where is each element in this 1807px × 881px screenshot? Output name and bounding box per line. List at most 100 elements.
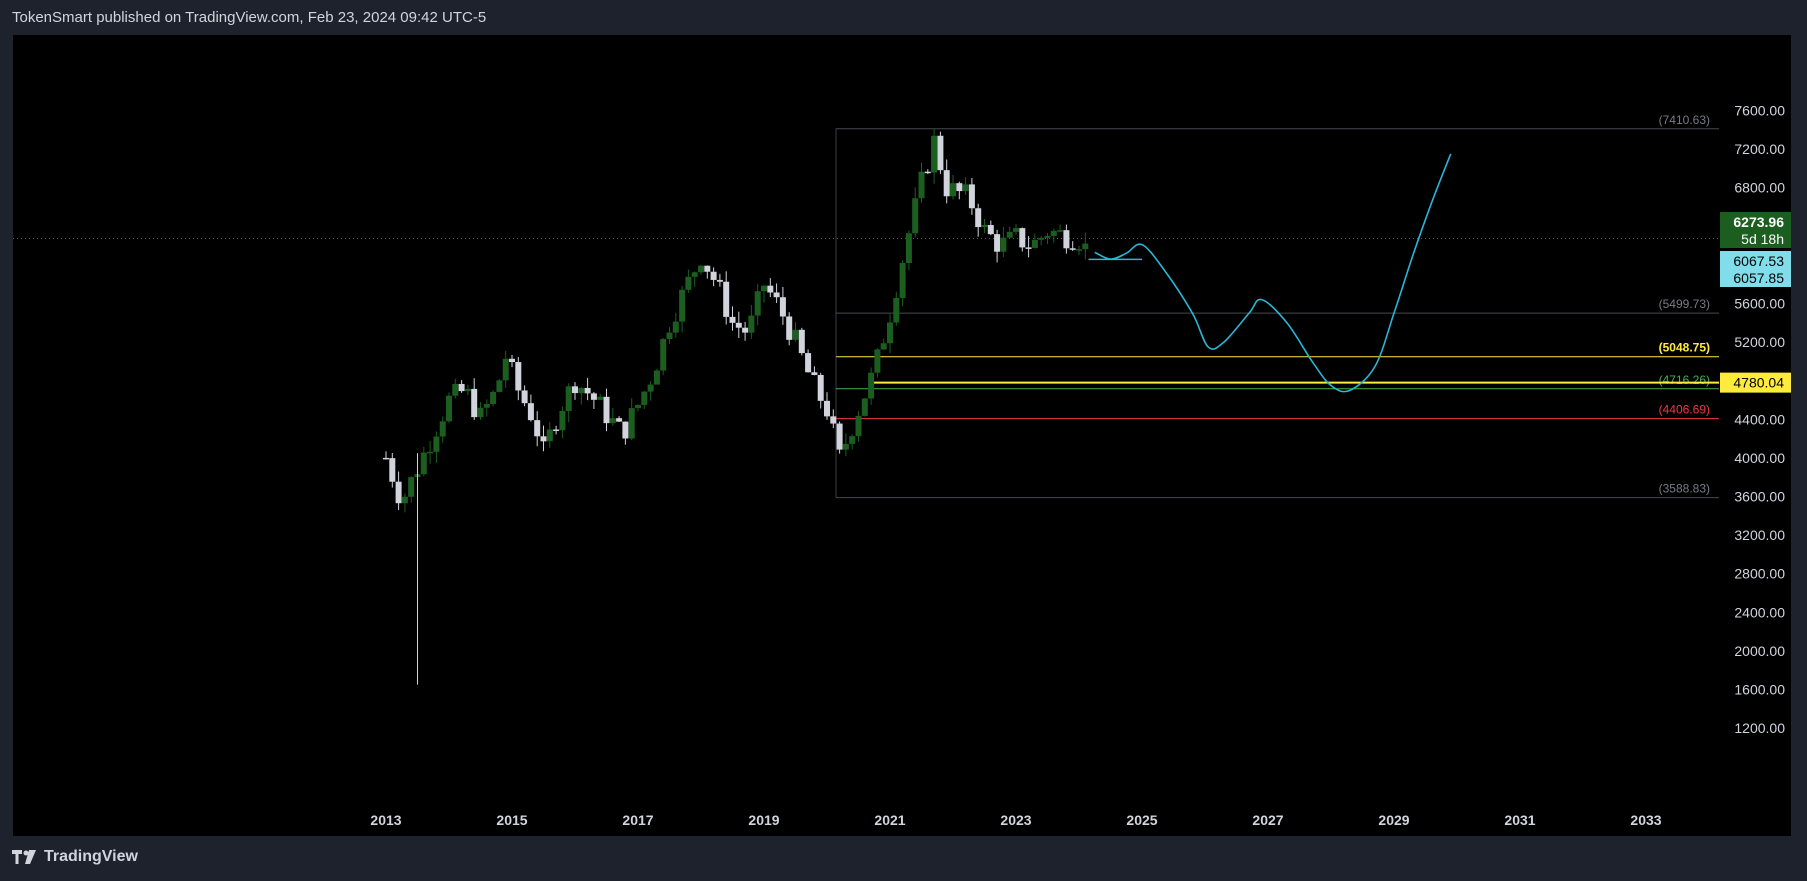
level-label: (5048.75) (1659, 341, 1710, 355)
y-axis-tick: 7200.00 (1734, 141, 1785, 157)
candle-body (685, 276, 692, 290)
candle-body (1063, 230, 1070, 249)
y-axis-tick: 2400.00 (1734, 604, 1785, 620)
candle-body (748, 315, 755, 333)
candle-body (855, 415, 862, 437)
candle-body (672, 321, 679, 333)
last-price-label (1720, 212, 1791, 248)
tradingview-brand[interactable]: TradingView (12, 848, 138, 866)
price-chart[interactable]: (7410.63) (5499.73) (5048.75) (4716.26) (440… (13, 35, 1791, 836)
candle-body (515, 362, 522, 391)
candle-body (805, 353, 812, 373)
candle-body (446, 395, 452, 422)
level-label: (4716.26) (1659, 373, 1710, 387)
candle-body (754, 291, 761, 316)
candle-body (521, 390, 528, 404)
candle-body (868, 372, 875, 399)
candle-body (679, 289, 686, 322)
candle-body (817, 374, 824, 401)
candle-body (698, 265, 704, 273)
candle-body (874, 349, 881, 373)
y-axis-tick: 3200.00 (1734, 527, 1785, 543)
x-axis-tick: 2021 (874, 812, 905, 828)
x-axis-tick: 2031 (1504, 812, 1535, 828)
candle-body (553, 429, 560, 431)
candle-body (918, 171, 925, 199)
y-axis-tick: 4000.00 (1734, 450, 1785, 466)
candle-body (1000, 237, 1007, 252)
candle-body (962, 184, 969, 192)
highlight-price-label (1720, 372, 1791, 393)
candle-body (1082, 243, 1089, 250)
candle-body (666, 332, 673, 339)
marker-price-label-text: 6067.53 (1733, 253, 1784, 269)
level-label: (5499.73) (1659, 297, 1710, 311)
candle-body (842, 443, 849, 450)
candle-body (660, 338, 667, 371)
candle-body (691, 272, 698, 277)
candle-body (439, 421, 446, 437)
chart-panel[interactable]: (7410.63) (5499.73) (5048.75) (4716.26) (440… (13, 35, 1791, 836)
y-axis-tick: 7600.00 (1734, 103, 1785, 119)
candle-body (464, 388, 471, 392)
candle-body (653, 370, 660, 385)
marker-price-label-text: 6057.85 (1733, 270, 1784, 286)
candle-body (458, 383, 465, 392)
candle-body (471, 388, 478, 418)
candle-body (943, 170, 950, 197)
candle-body (408, 477, 415, 497)
x-axis-tick: 2027 (1252, 812, 1283, 828)
projection-curve (1094, 153, 1452, 393)
candle-body (773, 292, 780, 298)
candle-body (559, 411, 566, 431)
x-axis-tick: 2013 (370, 812, 401, 828)
last-price-label-text: 5d 18h (1741, 231, 1784, 247)
candle-body (861, 398, 868, 416)
candle-body (477, 407, 484, 418)
candle-body (716, 279, 723, 282)
candle-body (956, 183, 963, 192)
candle-body (1057, 230, 1064, 232)
candle-body (609, 418, 616, 424)
candle-body (433, 436, 440, 452)
x-axis-tick: 2025 (1126, 812, 1157, 828)
candle-body (572, 386, 578, 394)
candle-body (937, 135, 944, 171)
candle-body (830, 416, 837, 424)
last-price-label-text: 6273.96 (1733, 214, 1784, 230)
candle-body (452, 383, 459, 396)
candle-body (647, 384, 654, 392)
x-axis-tick: 2019 (748, 812, 779, 828)
candle-body (628, 408, 635, 439)
candle-body (761, 285, 767, 292)
candle-body (987, 225, 994, 235)
candle-body (735, 322, 742, 328)
candle-body (546, 429, 553, 442)
candle-body (931, 135, 938, 173)
candle-body (590, 393, 597, 400)
candle-body (729, 316, 736, 323)
candle-body (603, 396, 610, 424)
candle-body (905, 233, 912, 263)
candle-body (1038, 237, 1045, 240)
candle-body (635, 404, 641, 409)
candle-body (975, 208, 982, 228)
x-axis-tick: 2023 (1000, 812, 1031, 828)
candle-body (1006, 231, 1013, 238)
candle-body (389, 458, 396, 482)
x-axis-tick: 2015 (496, 812, 527, 828)
candle-body (994, 234, 1001, 252)
y-axis-tick: 4400.00 (1734, 411, 1785, 427)
candle-body (880, 343, 887, 350)
x-axis-tick: 2029 (1378, 812, 1409, 828)
candle-body (483, 403, 490, 408)
candle-body (534, 420, 541, 437)
candle-body (849, 436, 856, 444)
candle-body (584, 387, 591, 394)
candle-body (899, 262, 906, 298)
candle-body (767, 285, 774, 293)
candle-body (836, 423, 843, 450)
y-axis-tick: 5200.00 (1734, 334, 1785, 350)
candle-body (912, 198, 919, 234)
candle-body (981, 225, 988, 228)
